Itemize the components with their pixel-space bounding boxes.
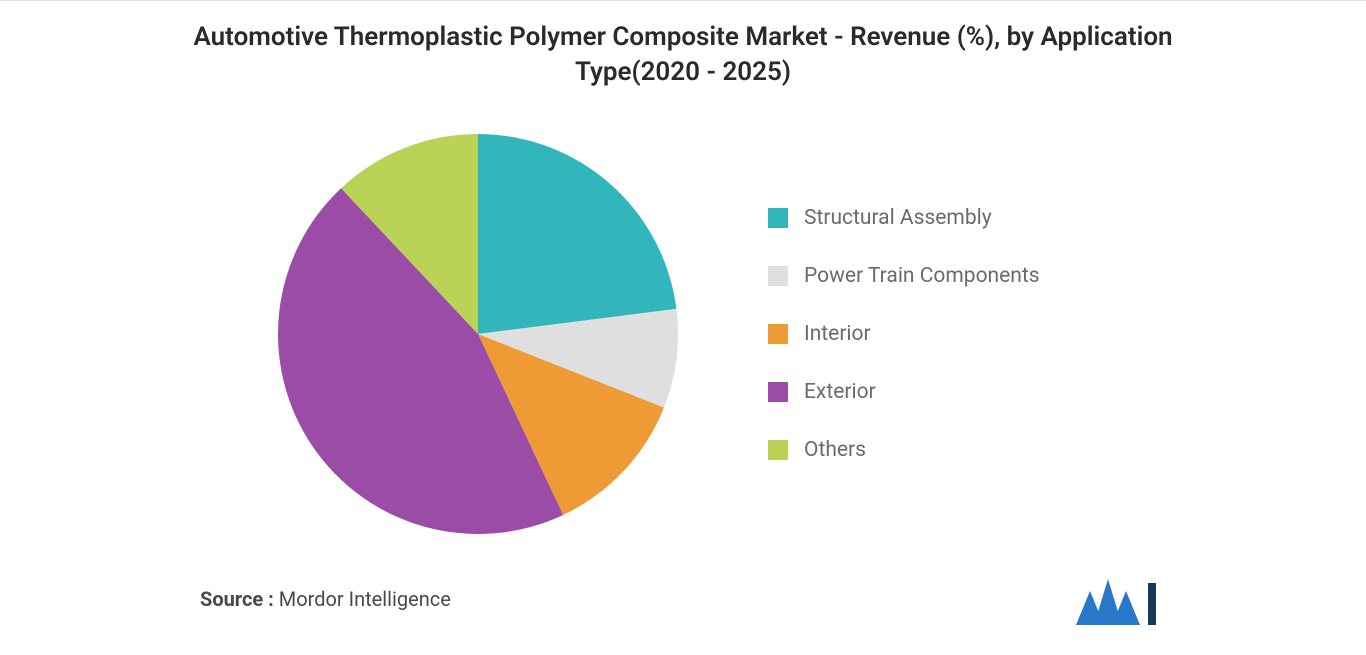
legend-item-exterior: Exterior: [768, 380, 1088, 404]
legend-item-others: Others: [768, 438, 1088, 462]
legend-item-power-train-components: Power Train Components: [768, 264, 1088, 288]
legend-swatch: [768, 266, 788, 286]
legend-label: Exterior: [804, 380, 876, 404]
chart-container: Automotive Thermoplastic Polymer Composi…: [0, 0, 1366, 655]
legend-label: Others: [804, 438, 866, 462]
legend-swatch: [768, 208, 788, 228]
pie-slice-structural-assembly: [478, 134, 676, 334]
source-label: Source :: [200, 587, 274, 611]
legend: Structural Assembly Power Train Component…: [768, 206, 1088, 462]
chart-row: Structural Assembly Power Train Component…: [40, 100, 1326, 567]
source-value: Mordor Intelligence: [279, 587, 451, 611]
legend-swatch: [768, 440, 788, 460]
legend-item-structural-assembly: Structural Assembly: [768, 206, 1088, 230]
chart-title: Automotive Thermoplastic Polymer Composi…: [133, 20, 1233, 90]
mordor-logo-icon: [1076, 573, 1186, 625]
source-text: Source : Mordor Intelligence: [200, 587, 451, 611]
legend-item-interior: Interior: [768, 322, 1088, 346]
pie-chart: [278, 134, 678, 534]
legend-swatch: [768, 382, 788, 402]
legend-swatch: [768, 324, 788, 344]
footer: Source : Mordor Intelligence: [40, 573, 1326, 625]
legend-label: Structural Assembly: [804, 206, 992, 230]
legend-label: Interior: [804, 322, 871, 346]
legend-label: Power Train Components: [804, 264, 1040, 288]
